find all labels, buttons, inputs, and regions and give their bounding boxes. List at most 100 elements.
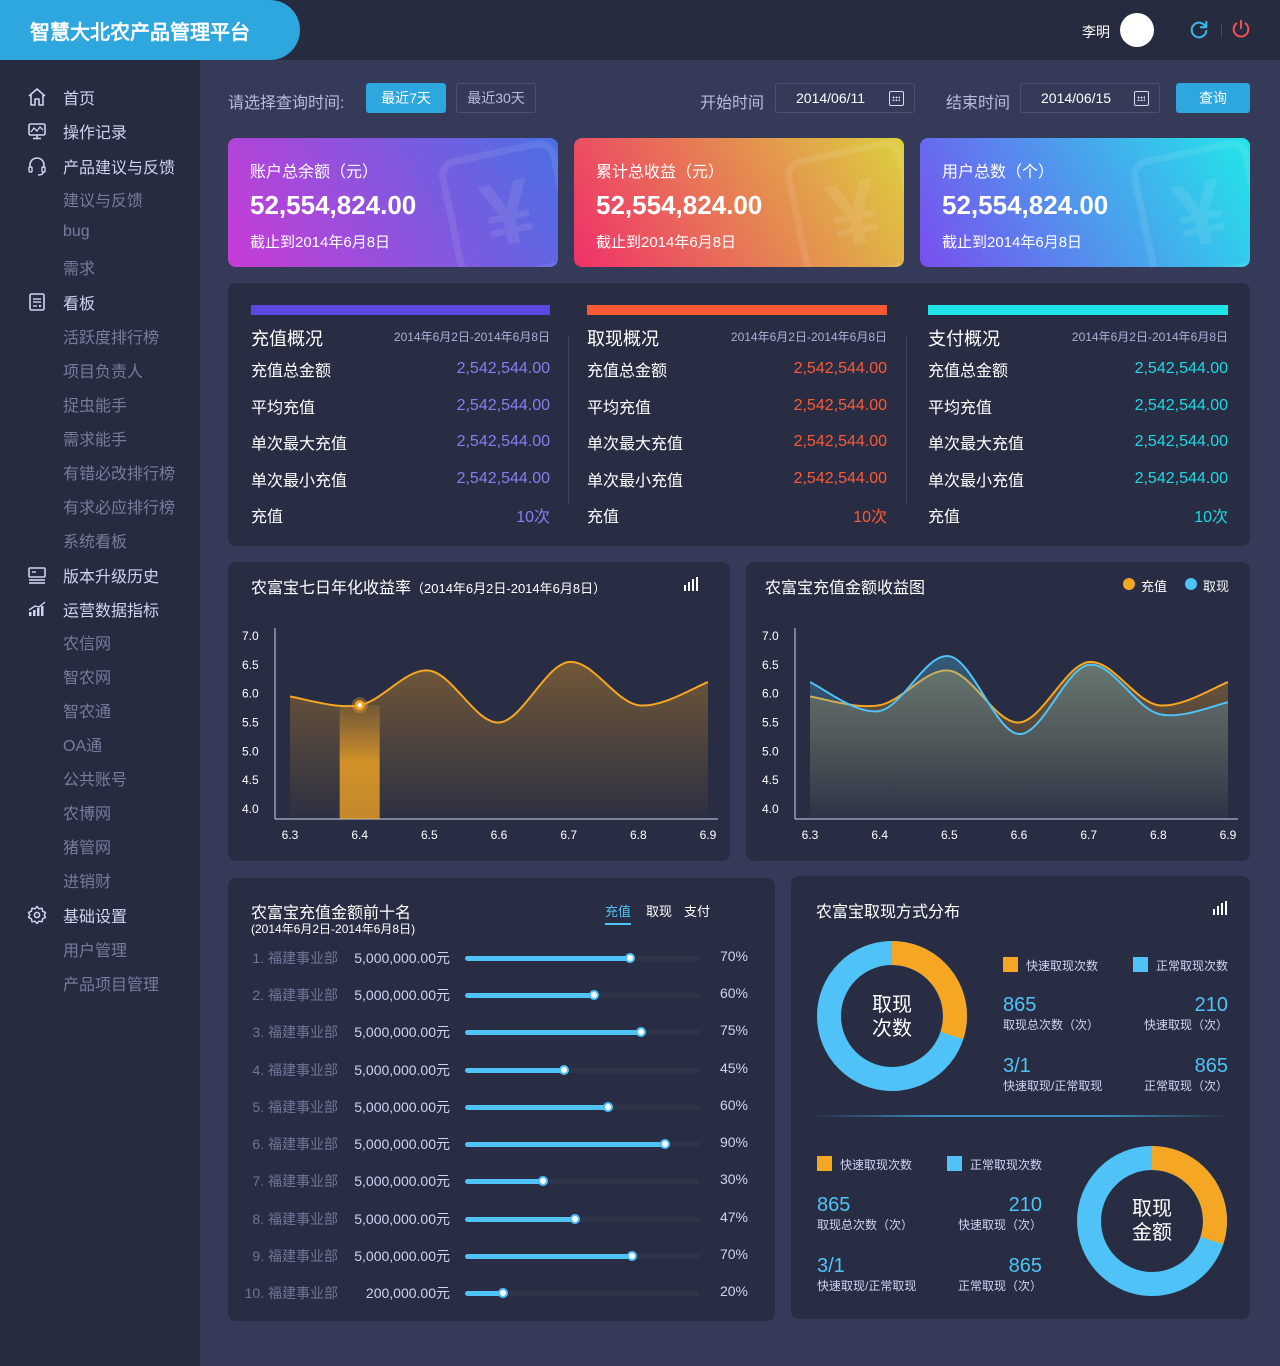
ranking-row: 4. 福建事业部 5,000,000.00元 45% xyxy=(230,1060,770,1080)
last-30-days-button[interactable]: 最近30天 xyxy=(456,83,536,113)
tab-recharge[interactable]: 充值 xyxy=(605,901,632,925)
sidebar-item[interactable]: 需求 xyxy=(0,252,200,282)
column-divider xyxy=(906,335,907,505)
legend-normal-box xyxy=(947,1156,962,1171)
svg-text:6.0: 6.0 xyxy=(762,687,779,701)
bar-chart-icon[interactable] xyxy=(684,577,700,591)
sidebar-item[interactable]: OA通 xyxy=(0,729,200,759)
sidebar-item[interactable]: 农博网 xyxy=(0,797,200,827)
ranking-row: 8. 福建事业部 5,000,000.00元 47% xyxy=(230,1209,770,1229)
svg-text:6.7: 6.7 xyxy=(1080,828,1097,842)
end-date-input[interactable]: 2014/06/15 xyxy=(1020,83,1160,113)
withdraw-count-donut[interactable] xyxy=(816,940,968,1092)
sidebar-item[interactable]: 捉虫能手 xyxy=(0,389,200,419)
sidebar-item[interactable]: 有求必应排行榜 xyxy=(0,491,200,521)
sidebar-item[interactable]: 基础设置 xyxy=(0,900,200,930)
metric-label: 单次最大充值 xyxy=(251,436,348,454)
sidebar-item[interactable]: 猪管网 xyxy=(0,831,200,861)
history-icon xyxy=(27,565,47,585)
sidebar-item[interactable]: 有错必改排行榜 xyxy=(0,457,200,487)
metric-value: 2,542,544.00 xyxy=(456,469,550,487)
calendar-icon[interactable] xyxy=(889,91,904,106)
tab-withdraw[interactable]: 取现 xyxy=(646,904,673,919)
legend-withdraw-label[interactable]: 取现 xyxy=(1203,579,1230,594)
query-button[interactable]: 查询 xyxy=(1176,83,1250,113)
sidebar-item-label: 产品项目管理 xyxy=(63,977,160,994)
progress-track xyxy=(465,1065,700,1075)
sidebar-item[interactable]: 智农通 xyxy=(0,695,200,725)
income-area-chart[interactable]: 7.0 6.5 6.0 5.5 5.0 4.5 4.0 6.3 6.4 6.5 6.6 6.7 6.8 6… xyxy=(746,610,1250,850)
sidebar-item[interactable]: 首页 xyxy=(0,82,200,112)
sidebar-item[interactable]: 需求能手 xyxy=(0,423,200,453)
sidebar-item[interactable]: 产品项目管理 xyxy=(0,968,200,998)
bar-chart-icon[interactable] xyxy=(1213,901,1229,915)
stat-caption: 快速取现（次） xyxy=(957,1218,1042,1232)
sidebar-item-label: 版本升级历史 xyxy=(63,569,160,586)
avatar[interactable] xyxy=(1120,13,1154,47)
stat-caption: 快速取现（次） xyxy=(1143,1018,1228,1032)
sidebar-item-label: 有错必改排行榜 xyxy=(63,466,176,483)
progress-knob xyxy=(558,1065,569,1075)
metric-value: 2,542,544.00 xyxy=(1134,396,1228,414)
end-date-value: 2014/06/15 xyxy=(1041,90,1112,106)
signal-chart-icon xyxy=(27,599,47,619)
start-date-input[interactable]: 2014/06/11 xyxy=(775,83,915,113)
progress-knob xyxy=(636,1027,647,1037)
tab-payment[interactable]: 支付 xyxy=(684,904,711,919)
progress-fill xyxy=(465,1254,632,1259)
sidebar-item[interactable]: 操作记录 xyxy=(0,116,200,146)
overview-title: 取现概况 xyxy=(587,329,659,349)
sidebar-item[interactable]: bug xyxy=(0,217,200,247)
sidebar-item-label: 操作记录 xyxy=(63,125,128,142)
sidebar-item[interactable]: 产品建议与反馈 xyxy=(0,151,200,181)
metric-value: 2,542,544.00 xyxy=(793,433,887,451)
svg-text:6.0: 6.0 xyxy=(242,687,259,701)
progress-track xyxy=(465,1214,700,1224)
last-7-days-button[interactable]: 最近7天 xyxy=(366,83,446,113)
stat-number: 865 xyxy=(1194,1055,1228,1077)
legend-recharge-label[interactable]: 充值 xyxy=(1141,579,1168,594)
sidebar-item[interactable]: 进销财 xyxy=(0,865,200,895)
rank-amount: 5,000,000.00元 xyxy=(354,1099,450,1115)
rank-amount: 200,000.00元 xyxy=(365,1285,450,1301)
sidebar-item[interactable]: 公共账号 xyxy=(0,763,200,793)
overview-row: 单次最小充值 2,542,544.00 xyxy=(928,461,1228,498)
ranking-row: 3. 福建事业部 5,000,000.00元 75% xyxy=(230,1022,770,1042)
sidebar-item[interactable]: 建议与反馈 xyxy=(0,184,200,214)
withdraw-amount-donut[interactable] xyxy=(1076,1145,1228,1297)
progress-track xyxy=(465,990,700,1000)
ranking-subtitle: (2014年6月2日-2014年6月8日) xyxy=(251,922,416,936)
ranking-row: 1. 福建事业部 5,000,000.00元 70% xyxy=(230,948,770,968)
overview-row: 单次最大充值 2,542,544.00 xyxy=(928,424,1228,461)
refresh-icon[interactable] xyxy=(1188,19,1210,41)
sidebar-item[interactable]: 版本升级历史 xyxy=(0,560,200,590)
yield-area-chart[interactable]: 7.0 6.5 6.0 5.5 5.0 4.5 4.0 6.3 6.4 6.5 6.6 6.7 6.8 6… xyxy=(228,610,730,850)
sidebar-item[interactable]: 看板 xyxy=(0,287,200,317)
sidebar-item-label: 农信网 xyxy=(63,636,112,653)
svg-text:5.0: 5.0 xyxy=(762,744,779,758)
overview-range: 2014年6月2日-2014年6月8日 xyxy=(1071,330,1228,344)
rank-percent: 70% xyxy=(719,1246,748,1262)
progress-track xyxy=(465,1288,700,1298)
sidebar-item-label: 用户管理 xyxy=(63,943,128,960)
overview-range: 2014年6月2日-2014年6月8日 xyxy=(393,330,550,344)
donut-center-label: 取现 次数 xyxy=(872,994,912,1040)
calendar-icon[interactable] xyxy=(1134,91,1149,106)
column-divider xyxy=(568,335,569,505)
income-chart-title: 农富宝充值金额收益图 xyxy=(765,580,926,597)
app-logo[interactable]: 智慧大北农产品管理平台 xyxy=(0,0,300,60)
metric-label: 充值总金额 xyxy=(928,363,1009,381)
stat-title: 累计总收益（元） xyxy=(596,164,725,181)
sidebar-item[interactable]: 活跃度排行榜 xyxy=(0,321,200,351)
sidebar xyxy=(0,60,200,1366)
sidebar-item-label: 猪管网 xyxy=(63,840,112,857)
sidebar-item[interactable]: 用户管理 xyxy=(0,934,200,964)
sidebar-item[interactable]: 项目负责人 xyxy=(0,355,200,385)
legend-fast-box xyxy=(1003,957,1018,972)
sidebar-item[interactable]: 农信网 xyxy=(0,627,200,657)
progress-fill xyxy=(465,1217,576,1222)
power-icon[interactable] xyxy=(1230,18,1252,40)
sidebar-item[interactable]: 运营数据指标 xyxy=(0,594,200,624)
sidebar-item[interactable]: 智农网 xyxy=(0,661,200,691)
sidebar-item[interactable]: 系统看板 xyxy=(0,525,200,555)
